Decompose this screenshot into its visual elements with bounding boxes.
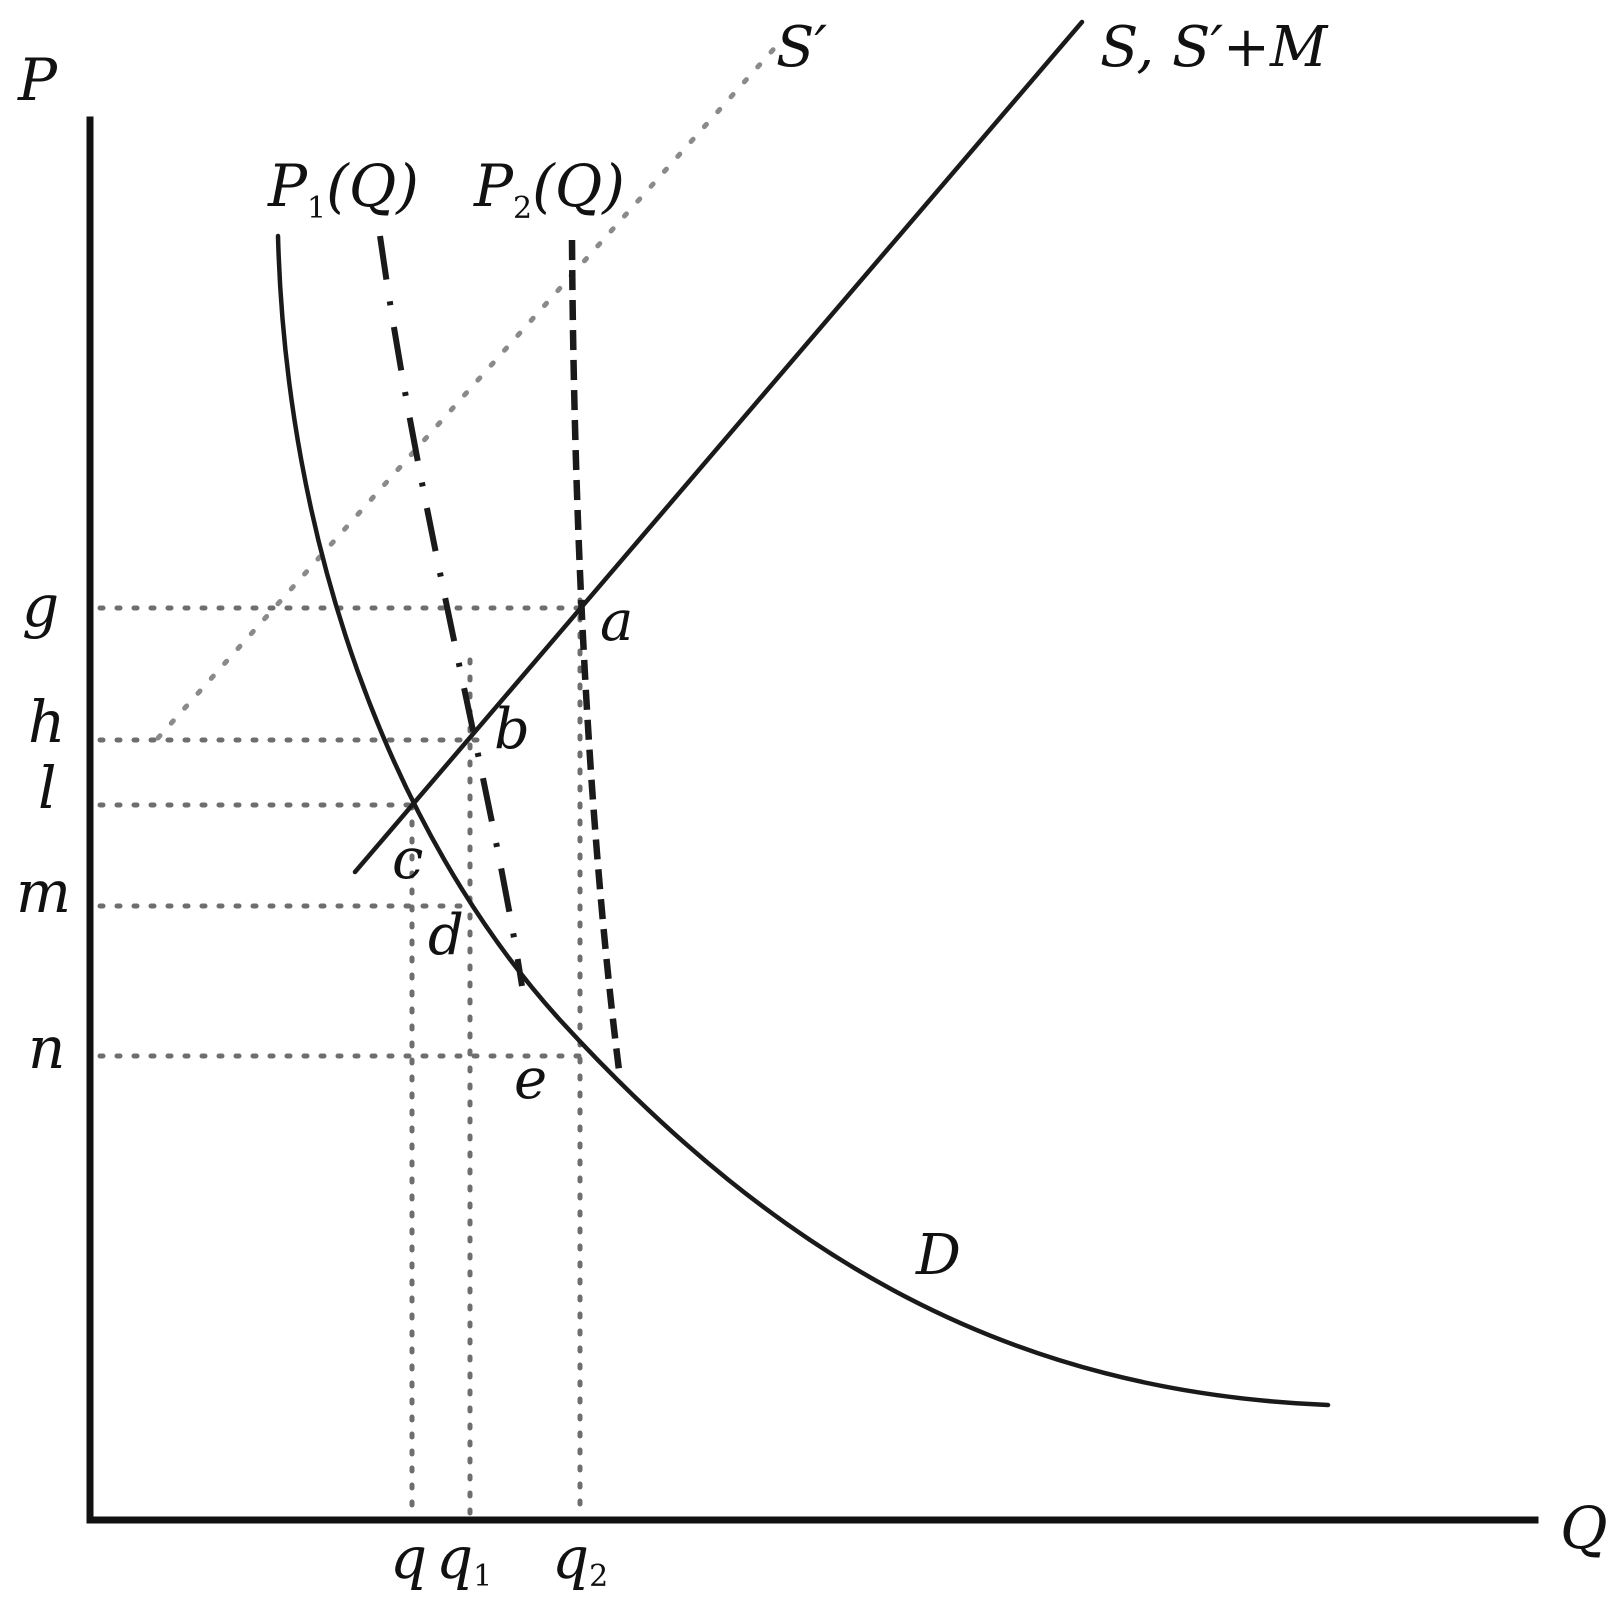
quantity-label-q1: q1 <box>436 1524 492 1594</box>
horizontal-guides <box>97 605 583 1059</box>
p2-label: P2(Q) <box>473 152 625 226</box>
price-label-g: g <box>22 572 59 640</box>
point-e: e <box>514 1047 547 1112</box>
supply-prime-label: S′ <box>776 15 827 80</box>
price-label-n: n <box>28 1014 65 1082</box>
demand-label: D <box>915 1223 961 1288</box>
vertical-guides <box>409 597 583 1518</box>
x-axis-label: Q <box>1560 1494 1608 1562</box>
axes <box>86 116 1539 1524</box>
p1-label: P1(Q) <box>267 152 419 226</box>
point-b: b <box>494 697 530 762</box>
supply-label: S, S′+M <box>1100 15 1329 80</box>
price-label-l: l <box>38 754 57 822</box>
quantity-label-q: q <box>390 1524 427 1592</box>
supply-line <box>352 19 1085 875</box>
quantity-label-q2: q2 <box>552 1524 608 1594</box>
price-label-h: h <box>28 688 65 756</box>
demand-curve <box>275 233 1331 1408</box>
p1-curve <box>377 235 525 987</box>
point-d: d <box>428 903 464 968</box>
p2-curve <box>568 239 624 1079</box>
price-label-m: m <box>16 858 71 926</box>
point-a: a <box>600 589 633 654</box>
point-c: c <box>392 827 423 892</box>
y-axis-label: P <box>17 46 58 114</box>
supply-prime-line <box>155 39 783 741</box>
